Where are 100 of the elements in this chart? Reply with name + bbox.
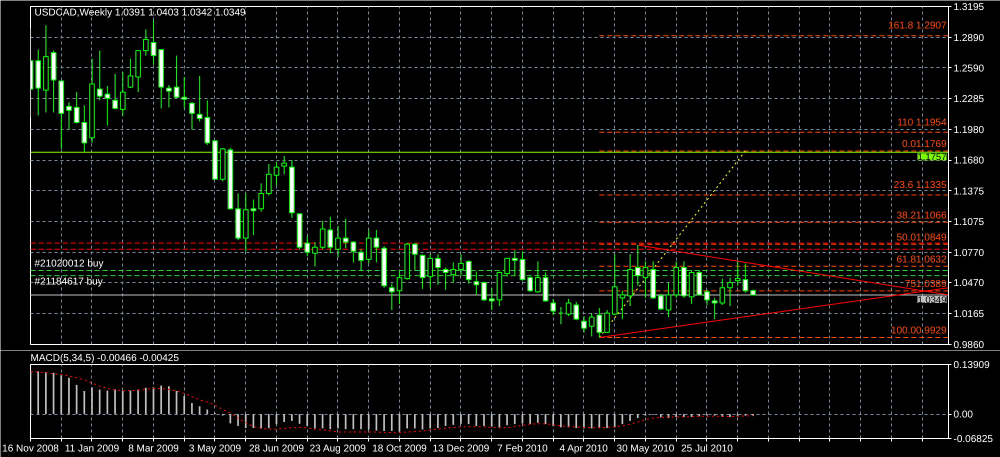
annotation: 23.6 1.1335	[894, 180, 947, 192]
y-tick-label: 0.9860	[954, 340, 985, 351]
candlestick	[96, 50, 102, 101]
candlestick	[474, 271, 480, 296]
x-tick-label: 25 Jul 2010	[681, 444, 734, 454]
chart-title: MACD(5,34,5) -0.00466 -0.00425	[30, 353, 180, 364]
annotation: 751.0389	[904, 278, 947, 290]
annotation: 38.21.1066	[896, 210, 947, 222]
candlestick	[166, 84, 172, 108]
candlestick	[596, 308, 602, 338]
y-tick-label: 1.1680	[954, 156, 985, 167]
y-tick-label: 1.1980	[954, 125, 985, 136]
y-tick-label: 1.2890	[954, 32, 985, 44]
annotation: 0.01.1769	[902, 139, 947, 150]
candlestick	[82, 104, 88, 152]
candlestick	[535, 260, 541, 294]
candlestick	[719, 278, 726, 306]
candlestick	[734, 260, 740, 286]
y-tick-label: 0.13909	[954, 360, 990, 371]
y-tick-label: 1.2285	[954, 94, 985, 106]
candlestick	[304, 236, 310, 257]
candlestick	[658, 293, 664, 311]
candlestick	[128, 58, 134, 89]
candlestick	[281, 155, 287, 175]
candlestick	[427, 254, 434, 288]
candlestick	[466, 260, 472, 284]
candlestick	[250, 199, 256, 236]
chart-title: USDCAD,Weekly 1.0391 1.0403 1.0342 1.0349	[34, 8, 246, 18]
ref-line-label: 1.0349	[917, 294, 947, 306]
candlestick	[66, 102, 72, 130]
candlestick	[550, 298, 556, 316]
candlestick	[112, 73, 118, 110]
y-tick-label: -0.06825	[954, 434, 994, 445]
candlestick	[258, 182, 264, 212]
annotation: 161.8 1.2907	[888, 20, 947, 32]
x-tick-label: 30 May 2010	[616, 444, 675, 454]
candlestick	[358, 248, 364, 272]
candlestick	[189, 102, 195, 130]
candlestick	[388, 283, 395, 311]
y-tick-label: 1.1375	[954, 186, 985, 198]
candlestick	[696, 270, 702, 296]
candlestick	[512, 250, 518, 276]
x-tick-label: 16 Nov 2008	[2, 444, 60, 454]
candlestick	[450, 262, 456, 284]
candlestick	[174, 55, 180, 99]
candlestick	[620, 290, 626, 320]
x-tick-label: 4 Apr 2010	[559, 444, 608, 454]
x-tick-label: 11 Jan 2009	[64, 444, 120, 454]
ref-line-label: 1.1757	[917, 152, 947, 164]
candlestick	[120, 71, 126, 116]
candlestick	[420, 254, 426, 290]
candlestick	[458, 254, 464, 276]
candlestick	[712, 297, 718, 320]
y-tick-label: 1.1075	[954, 216, 985, 228]
candlestick	[412, 242, 418, 272]
candlestick	[74, 92, 80, 124]
candlestick	[196, 75, 202, 122]
annotation: 100.00.9929	[890, 326, 947, 337]
candlestick	[396, 271, 402, 304]
x-tick-label: 3 May 2009	[188, 444, 242, 454]
y-tick-label: 0.00	[954, 410, 974, 421]
x-tick-label: 18 Oct 2009	[372, 444, 428, 454]
candlestick	[327, 216, 334, 254]
candlestick	[604, 310, 610, 333]
y-tick-label: 1.0770	[954, 248, 985, 259]
x-tick-label: 13 Dec 2009	[432, 444, 490, 454]
ref-line-label: #21020012 buy	[34, 258, 104, 270]
candlestick	[181, 76, 188, 109]
candlestick	[266, 164, 272, 196]
candlestick	[488, 287, 494, 311]
candlestick	[435, 254, 441, 286]
y-tick-label: 1.0165	[954, 309, 985, 320]
candlestick	[642, 260, 648, 298]
y-tick-label: 1.0470	[954, 278, 985, 290]
candlestick	[481, 281, 487, 302]
candlestick	[704, 289, 710, 306]
candlestick	[588, 312, 594, 337]
candlestick	[320, 220, 326, 250]
candlestick	[350, 240, 356, 263]
candlestick	[666, 282, 672, 318]
y-tick-label: 1.3195	[954, 2, 985, 13]
x-tick-label: 8 Mar 2009	[128, 444, 180, 454]
candlestick	[727, 277, 733, 306]
candlestick	[274, 162, 280, 186]
candlestick	[312, 242, 318, 267]
candlestick	[374, 229, 380, 263]
candlestick	[150, 20, 156, 66]
candlestick	[558, 306, 564, 325]
candlestick	[142, 28, 149, 56]
candlestick	[573, 301, 580, 321]
candlestick	[520, 250, 526, 282]
candlestick	[366, 229, 372, 264]
candlestick	[542, 272, 548, 302]
annotation: 110 1.1954	[897, 117, 947, 128]
candlestick	[504, 258, 510, 278]
x-tick-label: 7 Feb 2010	[497, 444, 548, 454]
candlestick	[581, 316, 587, 333]
candlestick	[634, 244, 641, 286]
candlestick	[566, 298, 572, 317]
annotation: 50.01.0849	[896, 232, 947, 244]
